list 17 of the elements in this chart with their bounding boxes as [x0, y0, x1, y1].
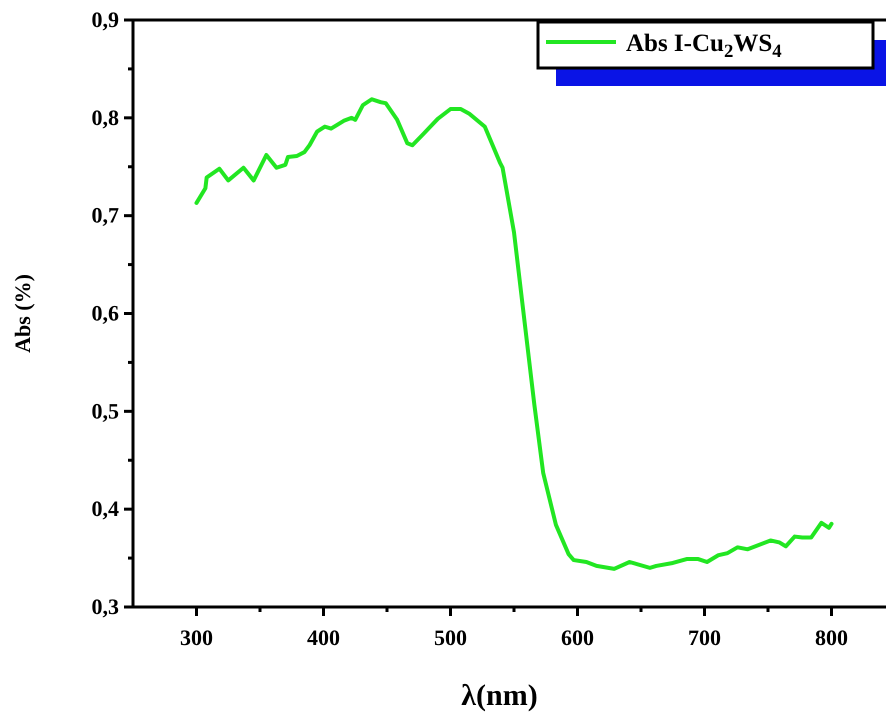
line-series — [194, 97, 834, 571]
x-tick-label: 400 — [307, 625, 340, 650]
y-tick-label: 0,6 — [92, 300, 119, 326]
y-tick-label: 0,7 — [92, 202, 119, 228]
y-tick-label: 0,5 — [92, 398, 119, 424]
x-tick-label: 300 — [180, 625, 213, 650]
x-tick-label: 800 — [815, 625, 848, 650]
x-tick-label: 500 — [434, 625, 467, 650]
y-tick-label: 0,9 — [92, 7, 119, 32]
y-tick-label: 0,4 — [92, 496, 119, 522]
x-tick-label: 600 — [561, 625, 594, 650]
y-axis-title: Abs (%) — [10, 274, 35, 353]
y-tick-label: 0,8 — [92, 104, 119, 130]
legend-label: Abs I-Cu$_{2}$WS$_{4}$ — [626, 30, 782, 62]
x-axis-title: λ(nm) — [461, 679, 538, 712]
x-tick-label: 700 — [688, 625, 721, 650]
y-tick-label: 0,3 — [92, 594, 119, 619]
